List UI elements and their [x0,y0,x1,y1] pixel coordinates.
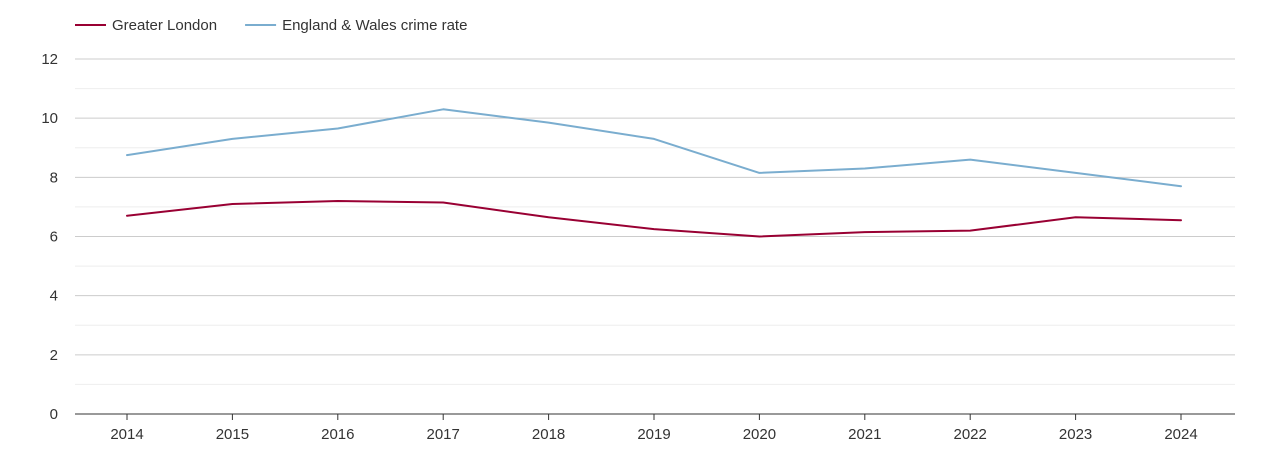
x-tick-label: 2018 [532,426,565,443]
legend-label-greater-london: Greater London [112,17,217,34]
legend-label-england-wales-crime-rate: England & Wales crime rate [282,17,467,34]
x-tick-label: 2016 [321,426,354,443]
x-tick-label: 2023 [1059,426,1092,443]
x-tick-label: 2021 [848,426,881,443]
y-tick-label: 10 [41,110,58,127]
x-tick-label: 2020 [743,426,776,443]
y-tick-label: 8 [50,169,58,186]
x-tick-label: 2022 [954,426,987,443]
chart-gridlines [75,58,1235,385]
y-tick-label: 0 [50,406,58,423]
series-line-england-wales-crime-rate [126,108,1182,188]
series-line-greater-london [126,200,1182,238]
chart-series [126,108,1182,238]
x-tick-label: 2015 [216,426,249,443]
y-axis: 0 2 4 6 8 10 12 [41,51,58,423]
y-tick-label: 4 [50,288,58,305]
x-axis: 2014 2015 2016 2017 2018 2019 2020 2021 2022 2023… [75,413,1235,443]
x-tick-label: 2014 [110,426,143,443]
x-tick-label: 2019 [637,426,670,443]
y-tick-label: 12 [41,51,58,68]
x-tick-label: 2017 [427,426,460,443]
y-tick-label: 6 [50,229,58,246]
y-tick-label: 2 [50,347,58,364]
chart-legend: Greater London England & Wales crime rate [75,17,467,34]
x-tick-label: 2024 [1164,426,1197,443]
